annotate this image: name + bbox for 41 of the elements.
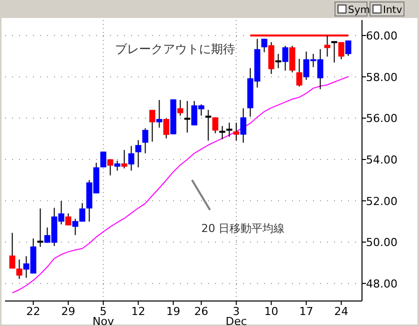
x-tick-label: 12 [131,305,146,318]
y-tick-label: 56.00 [366,112,398,126]
x-tick-label: 22 [26,305,40,318]
candlestick [128,146,134,172]
x-tick-label: 17 [299,305,314,318]
candlestick [261,38,268,53]
candlestick [107,158,114,176]
candlestick [212,116,218,134]
candlestick [100,151,106,168]
candlestick [163,118,170,139]
candlestick [9,232,16,270]
x-tick-label: 5 Nov [92,305,115,326]
y-tick-label: 52.00 [366,194,398,208]
candlestick [65,212,72,226]
candlestick [135,140,142,168]
candlestick [149,109,156,142]
annotation: ブレークアウトに期待 [115,42,235,56]
candlestick [16,258,22,280]
candlestick [233,122,240,142]
candlestick [289,45,296,73]
candlestick [142,128,148,154]
y-tick-label: 58.00 [366,70,398,84]
x-tick-label: 26 [194,305,208,318]
candlestick [121,149,128,169]
x-tick-label: 3 Dec [226,305,247,326]
candlestick [296,58,302,88]
candlestick [345,40,352,56]
candlestick [177,99,184,116]
candlestick [240,108,246,144]
annotation: 20 日移動平均線 [201,222,285,235]
line-series [12,76,349,294]
x-tick-label: 10 [264,305,278,318]
y-tick-label: 54.00 [366,153,398,166]
candlestick [114,160,120,172]
candlestick [156,99,162,128]
y-tick-label: 50.00 [366,236,398,250]
x-tick-label: 24 [334,305,348,318]
y-tick-label: 48.00 [366,277,398,290]
y-tick-label: 60.00 [366,29,398,42]
x-tick-label: 19 [166,305,180,318]
x-tick-label: 29 [61,305,76,318]
